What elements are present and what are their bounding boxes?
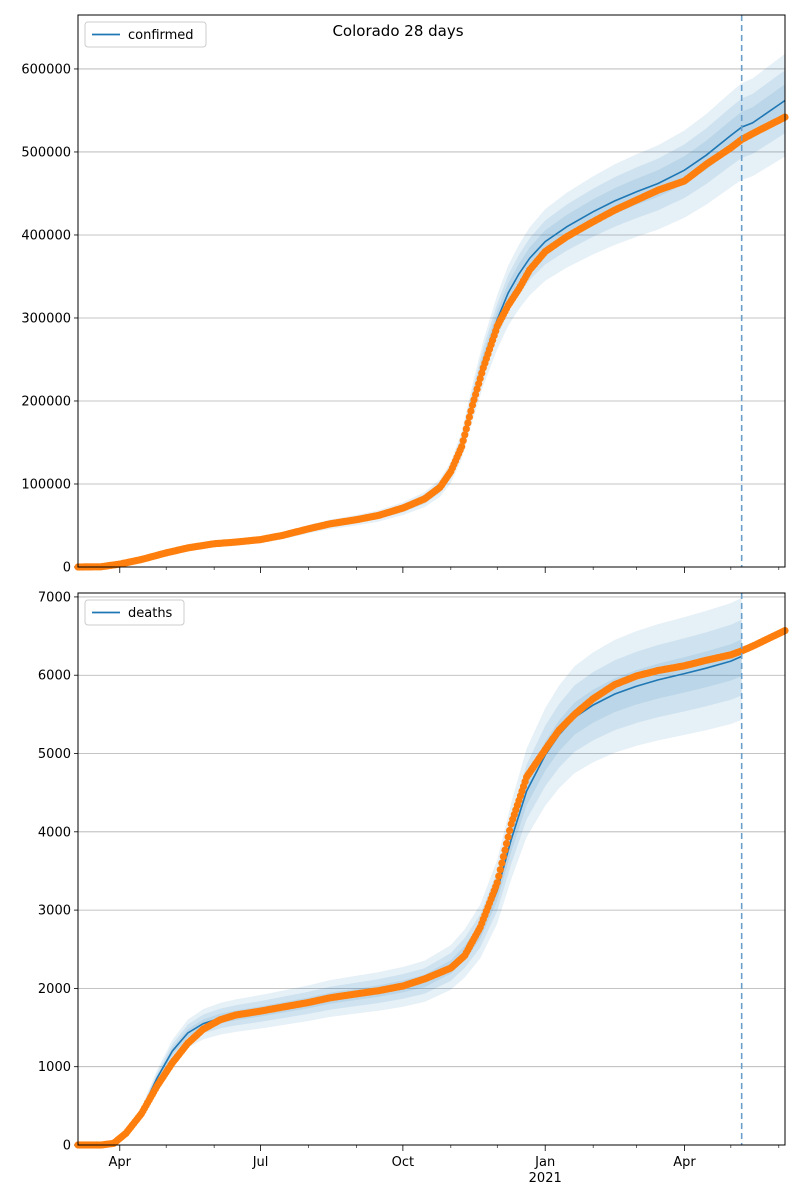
y-tick-label: 3000: [38, 904, 71, 919]
y-tick-label: 500000: [21, 145, 71, 160]
axes-frame: [77, 14, 786, 568]
y-tick-label: 0: [63, 561, 71, 576]
observed-point: [499, 853, 507, 861]
observed-point: [498, 859, 506, 867]
observed-point: [493, 879, 501, 887]
observed-point: [458, 443, 466, 451]
y-tick-label: 300000: [21, 311, 71, 326]
observed-point: [502, 840, 511, 848]
observed-point: [467, 407, 475, 415]
y-tick-label: 5000: [38, 747, 71, 762]
observed-point: [476, 374, 484, 383]
y-tick-label: 0: [63, 1139, 71, 1154]
observed-point: [465, 413, 473, 421]
y-tick-label: 1000: [38, 1060, 71, 1075]
uncertainty-band: [78, 53, 785, 568]
y-tick-label: 2000: [38, 982, 71, 997]
y-tick-label: 600000: [21, 62, 71, 77]
axes-frame: [77, 592, 786, 1146]
uncertainty-band: [78, 70, 785, 567]
observed-point: [501, 846, 509, 854]
x-tick-label: Apr: [109, 1155, 132, 1170]
deaths-panel: 0 1000 2000 3000 4000 5000 6000 7000 Apr Jul Oct Ja…: [38, 590, 789, 1186]
observed-point: [495, 872, 503, 880]
observed-point: [496, 866, 504, 874]
uncertainty-band: [78, 597, 742, 1145]
confirmed-panel: 0 100000 200000 300000 400000 500000 600000 con…: [21, 14, 789, 576]
y-tick-label: 6000: [38, 669, 71, 684]
x-tick-label: Jul: [252, 1155, 269, 1170]
observed-point: [464, 419, 472, 427]
legend-box: [84, 21, 207, 48]
y-tick-label: 400000: [21, 228, 71, 243]
legend-label: deaths: [128, 606, 173, 621]
legend-box: [84, 599, 185, 626]
y-tick-label: 4000: [38, 825, 71, 840]
x-tick-label: Jan: [534, 1155, 555, 1170]
x-tick-label: Apr: [673, 1155, 696, 1170]
legend-label: confirmed: [128, 28, 194, 43]
legend: deaths: [84, 599, 185, 626]
y-tick-label: 7000: [38, 590, 71, 605]
observed-point: [506, 826, 514, 835]
legend: confirmed: [84, 21, 207, 48]
y-tick-label: 200000: [21, 394, 71, 409]
observed-point: [504, 833, 512, 841]
observed-point: [472, 390, 480, 399]
observed-point: [462, 425, 470, 433]
chart-title: Colorado 28 days: [332, 22, 463, 40]
y-tick-label: 100000: [21, 477, 71, 492]
x-tick-year-label: 2021: [529, 1171, 562, 1186]
x-tick-label: Oct: [392, 1155, 414, 1170]
observed-point: [461, 431, 469, 439]
observed-point: [459, 437, 467, 445]
uncertainty-band: [78, 639, 742, 1145]
